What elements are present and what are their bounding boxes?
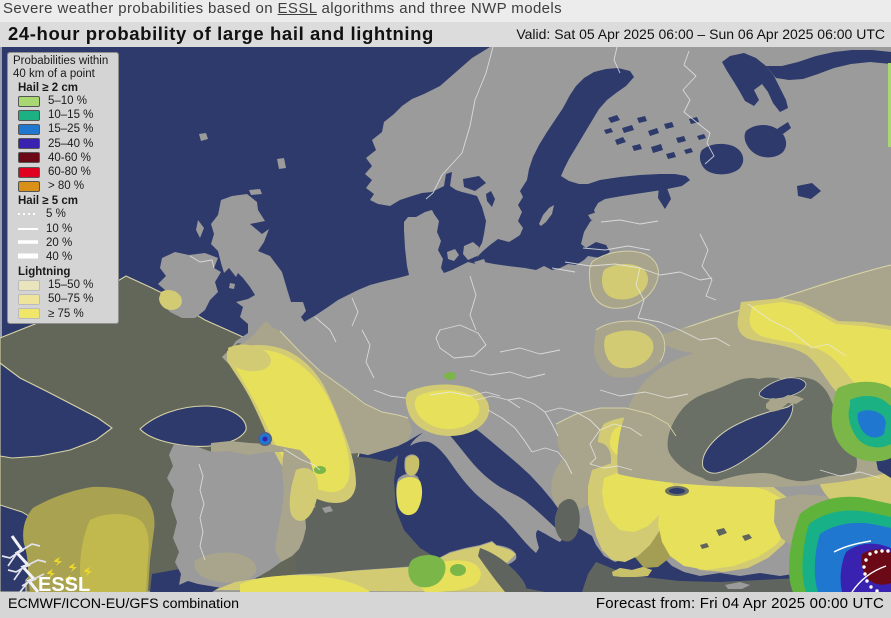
svg-text:ESSL: ESSL: [38, 574, 90, 592]
